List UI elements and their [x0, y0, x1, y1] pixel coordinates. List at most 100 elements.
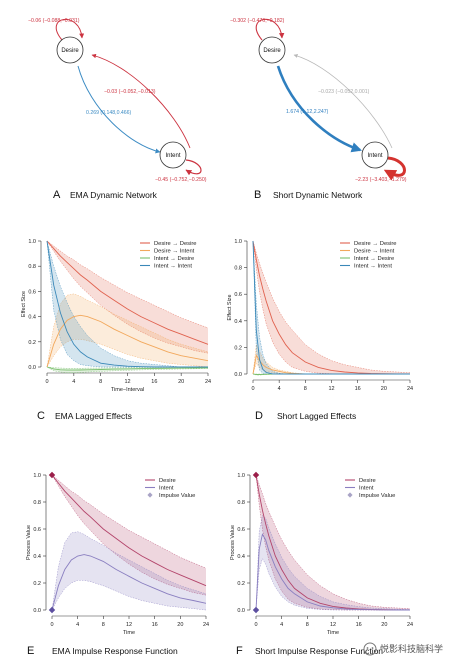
y-tick-label: 1.0	[234, 239, 242, 245]
edge-desire-intent-b	[276, 65, 362, 153]
x-tick-label: 4	[76, 622, 79, 628]
legend-label-intent-desire: Intent → Desire	[354, 256, 394, 262]
x-tick-label: 12	[330, 622, 336, 628]
series-line-desire-intent	[46, 314, 209, 368]
ci-band-intent	[52, 531, 206, 610]
legend-label-desire: Desire	[359, 478, 376, 484]
x-tick-label: 8	[99, 379, 102, 385]
edge-label-intent-intent-b: −2.23 (−3.403,−1.279)	[355, 177, 407, 183]
y-tick-label: 0.6	[237, 527, 245, 533]
y-tick-label: 0.0	[33, 608, 41, 614]
x-tick-label: 20	[381, 622, 387, 628]
ci-band-desire	[52, 475, 206, 596]
y-tick-label: 0.0	[28, 365, 36, 371]
x-tick-label: 0	[254, 622, 257, 628]
edge-intent-desire-b	[293, 54, 393, 149]
legend-label-desire: Desire	[159, 478, 176, 484]
impulse-point-desire	[252, 471, 260, 479]
panel-letter-f: F	[236, 645, 243, 657]
wechat-icon	[363, 642, 377, 656]
x-tick-label: 8	[304, 386, 307, 392]
node-desire	[56, 36, 84, 64]
chart-panel-c: 0.0 0.2 0.4 0.6 0.8 1.0 0 4 8 12 16 20 24 Effect Size…	[21, 239, 211, 422]
ci-lower-desire-intent	[46, 339, 209, 368]
legend-label-impulse-value: Impulse Value	[159, 493, 195, 499]
edge-label-desire-intent-b: 1.674 (1.12,2.247)	[286, 109, 329, 115]
y-tick-label: 0.8	[28, 264, 36, 270]
x-tick-label: 12	[124, 379, 130, 385]
y-tick-label: 0.4	[33, 554, 41, 560]
series-line-desire-desire	[46, 240, 209, 345]
edge-label-intent-intent: −0.45 (−0.752,−0.250)	[155, 177, 207, 183]
ci-upper-desire-intent	[46, 293, 209, 368]
panel-caption-c: EMA Lagged Effects	[55, 411, 132, 421]
node-label-intent-b: Intent	[367, 153, 382, 159]
legend-label-intent-desire: Intent → Desire	[154, 256, 194, 262]
chart-panel-d: 0.0 0.2 0.4 0.6 0.8 1.0 0 4 8 12 16 20 24 Effect Size…	[227, 239, 413, 422]
ci-band-desire-intent	[47, 293, 208, 367]
panel-letter-e: E	[27, 645, 34, 657]
legend-label-impulse-value: Impulse Value	[359, 493, 395, 499]
x-tick-label: 8	[306, 622, 309, 628]
panel-caption-b: Short Dynamic Network	[273, 190, 363, 200]
legend-label-desire-intent: Desire → Intent	[154, 249, 195, 255]
chart-panel-f: 0.0 0.2 0.4 0.6 0.8 1.0 0 4 8 12 16 20 24 Process Val…	[230, 471, 413, 657]
x-tick-label: 0	[251, 386, 254, 392]
y-tick-label: 0.2	[33, 581, 41, 587]
node-desire-b	[258, 36, 286, 64]
series-line-intent	[51, 554, 207, 611]
edge-intent-intent-b	[383, 156, 406, 181]
y-tick-label: 1.0	[237, 473, 245, 479]
edge-desire-desire	[55, 19, 85, 41]
panel-caption-d: Short Lagged Effects	[277, 411, 356, 421]
node-intent-b	[361, 141, 389, 169]
chart-panel-e: 0.0 0.2 0.4 0.6 0.8 1.0 0 4 8 12 16 20 24 Process Val…	[26, 471, 209, 657]
ci-band-desire-desire	[253, 241, 410, 374]
y-tick-label: 0.4	[237, 554, 245, 560]
ci-upper-intent-intent	[46, 240, 208, 368]
panel-letter-c: C	[37, 410, 45, 422]
x-tick-label: 16	[355, 386, 361, 392]
y-tick-label: 0.8	[234, 266, 242, 272]
y-axis-label: Effect Size	[227, 294, 233, 320]
edge-intent-intent	[185, 159, 202, 176]
legend-label-desire-desire: Desire → Desire	[154, 241, 197, 247]
panel-caption-f: Short Impulse Response Function	[255, 646, 383, 656]
node-intent	[159, 141, 187, 169]
ci-band-desire	[256, 475, 410, 610]
x-tick-label: 20	[381, 386, 387, 392]
ci-lower-intent-desire	[46, 366, 209, 373]
ci-upper-intent	[255, 515, 411, 611]
ci-band-desire-intent	[253, 344, 410, 374]
x-tick-label: 8	[102, 622, 105, 628]
watermark-text: 悦影科技脑科学	[380, 643, 443, 654]
ci-lower-intent	[51, 580, 207, 611]
watermark: 悦影科技脑科学	[363, 642, 443, 656]
legend-label-desire-intent: Desire → Intent	[354, 249, 395, 255]
panel-caption-e: EMA Impulse Response Function	[52, 646, 178, 656]
x-tick-label: 16	[356, 622, 362, 628]
x-tick-label: 24	[407, 386, 413, 392]
series-line-intent-intent	[252, 240, 410, 375]
ci-lower-desire	[51, 474, 207, 596]
edge-label-intent-desire-b: −0.023 (−0.052,0.001)	[318, 89, 370, 95]
legend-label-intent-intent: Intent → Intent	[154, 264, 192, 270]
y-tick-label: 1.0	[33, 473, 41, 479]
x-tick-label: 24	[203, 622, 209, 628]
network-panel-b: −0.302 (−0.476,−0.182) −0.023 (−0.052,0.…	[230, 18, 407, 201]
ci-upper-desire	[255, 474, 411, 609]
x-axis-label: Time	[123, 630, 135, 636]
impulse-point-intent	[48, 606, 56, 614]
edge-desire-desire-b	[255, 18, 285, 41]
legend-label-intent-intent: Intent → Intent	[354, 264, 392, 270]
legend-swatch-impulse-value	[147, 492, 153, 498]
y-tick-label: 0.0	[237, 608, 245, 614]
panel-letter-d: D	[255, 410, 263, 422]
legend-label-intent: Intent	[159, 486, 174, 492]
network-panel-a: −0.06 (−0.088,−0.031) −0.03 (−0.052,−0.0…	[28, 18, 207, 201]
x-tick-label: 24	[205, 379, 211, 385]
panel-letter-b: B	[254, 189, 261, 201]
x-tick-label: 12	[126, 622, 132, 628]
panel-letter-a: A	[53, 189, 61, 201]
